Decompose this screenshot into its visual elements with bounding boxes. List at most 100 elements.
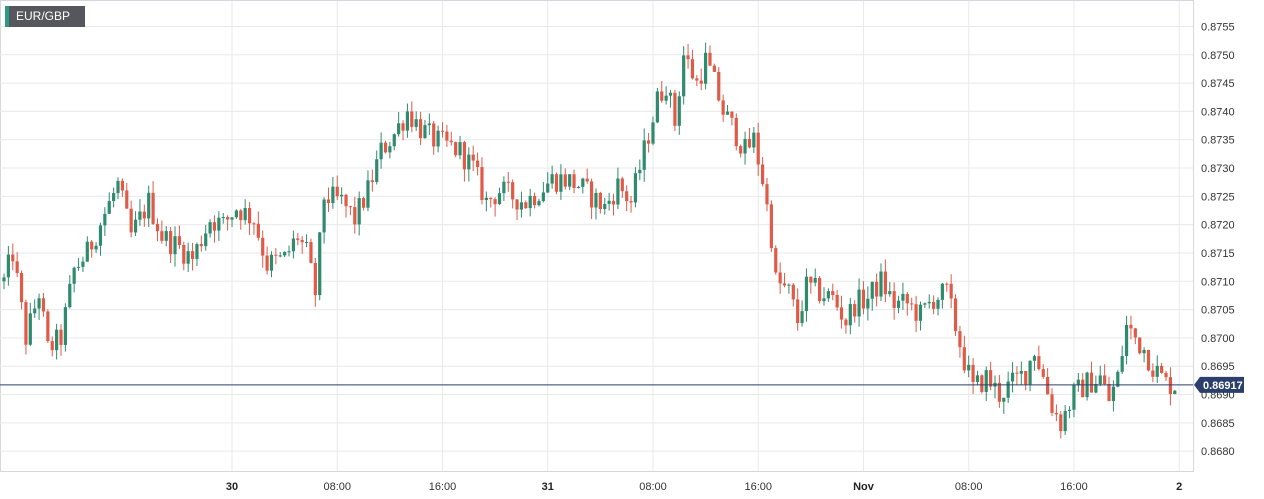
candle-body <box>436 130 440 147</box>
candle-body <box>686 55 690 60</box>
candle-body <box>1133 328 1137 338</box>
candle-body <box>932 301 936 309</box>
candle-body <box>388 146 392 153</box>
candle-body <box>782 283 787 286</box>
candle-body <box>1002 397 1006 402</box>
candle-body <box>1129 324 1133 329</box>
candle-body <box>208 222 212 234</box>
candle-body <box>133 219 138 233</box>
candle-body <box>6 254 10 278</box>
candle-body <box>2 277 6 282</box>
candle-body <box>668 92 673 96</box>
x-tick-label: 2 <box>1176 481 1182 493</box>
candle-body <box>370 180 374 182</box>
candle-body <box>896 300 901 308</box>
candle-body <box>638 169 642 174</box>
candle-body <box>818 278 822 302</box>
candle-body <box>923 303 927 305</box>
candle-body <box>1120 356 1124 372</box>
candle-body <box>344 194 348 207</box>
candle-body <box>11 254 15 262</box>
candle-body <box>914 304 918 321</box>
candle-body <box>357 198 361 225</box>
y-tick-label: 0.8720 <box>1201 220 1235 232</box>
candle-body <box>76 266 81 268</box>
candle-body <box>309 242 313 263</box>
candle-body <box>41 298 46 312</box>
candle-body <box>169 231 173 255</box>
candle-body <box>204 233 208 247</box>
candle-body <box>625 191 629 202</box>
candle-body <box>116 180 120 194</box>
candle-body <box>164 231 168 241</box>
candle-body <box>739 146 743 154</box>
candle-body <box>989 370 993 387</box>
candle-body <box>883 271 887 295</box>
candle-body <box>462 142 467 170</box>
candle-body <box>440 130 445 132</box>
candle-body <box>234 210 239 218</box>
candle-body <box>1124 324 1129 357</box>
candle-body <box>1146 349 1151 371</box>
candle-body <box>353 207 357 225</box>
y-tick-label: 0.8715 <box>1201 248 1235 260</box>
y-tick-label: 0.8700 <box>1201 333 1235 345</box>
candle-body <box>489 197 493 200</box>
candle-body <box>853 304 857 317</box>
candle-body <box>379 142 383 160</box>
candle-body <box>940 283 944 300</box>
candle-body <box>1164 372 1168 378</box>
candle-body <box>291 238 296 252</box>
candle-body <box>695 78 699 81</box>
candle-body <box>796 299 800 324</box>
candle-body <box>1010 372 1015 382</box>
candle-body <box>217 217 221 231</box>
candle-body <box>348 206 353 208</box>
last-price-label: 0.86917 <box>1203 380 1243 392</box>
candles <box>2 42 1177 439</box>
candle-body <box>480 167 484 201</box>
candle-body <box>287 251 291 253</box>
candle-body <box>1173 390 1177 394</box>
candle-body <box>677 96 681 126</box>
candle-body <box>704 52 708 84</box>
candle-body <box>467 154 471 170</box>
candle-body <box>458 142 462 156</box>
candle-body <box>19 272 24 303</box>
candle-body <box>861 289 866 309</box>
candle-body <box>901 293 905 301</box>
candle-body <box>392 134 396 147</box>
candle-body <box>984 370 988 392</box>
candle-body <box>629 201 633 203</box>
candle-body <box>55 329 59 351</box>
candle-body <box>651 122 655 144</box>
candle-body <box>747 138 752 148</box>
x-tick-label: 16:00 <box>744 481 772 493</box>
candle-body <box>1142 349 1146 354</box>
candle-body <box>46 311 50 342</box>
candle-body <box>15 261 19 273</box>
candle-body <box>822 298 826 302</box>
candle-body <box>160 231 164 241</box>
candle-body <box>1046 376 1050 395</box>
candle-body <box>484 197 488 201</box>
candle-body <box>682 55 686 97</box>
candle-body <box>572 174 576 188</box>
candle-body <box>791 284 795 300</box>
instrument-label: EUR/GBP <box>16 9 71 23</box>
candle-body <box>765 184 769 205</box>
candle-body <box>361 198 366 208</box>
candle-body <box>712 65 716 72</box>
candle-body <box>331 186 335 204</box>
candle-body <box>322 199 326 233</box>
instrument-badge[interactable]: EUR/GBP <box>5 6 85 27</box>
candle-body <box>568 174 572 187</box>
candle-body <box>721 100 725 115</box>
candle-body <box>541 192 545 202</box>
candle-body <box>927 301 931 304</box>
candle-body <box>1067 409 1072 412</box>
candle-body <box>875 281 879 297</box>
candle-body <box>506 181 510 183</box>
y-axis: 0.8755 0.8750 0.8745 0.8740 0.8735 0.8730 0.87… <box>1201 21 1235 458</box>
